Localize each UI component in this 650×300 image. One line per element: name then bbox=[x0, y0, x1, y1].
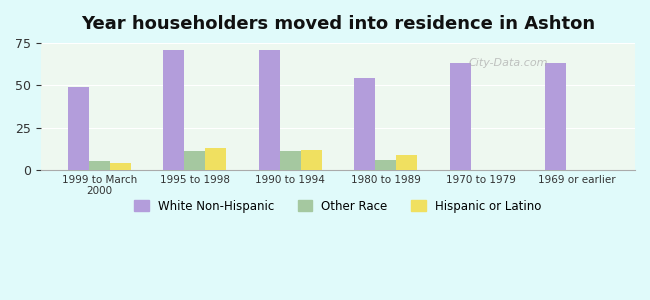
Bar bbox=[68, 87, 89, 170]
Bar bbox=[89, 161, 110, 170]
Bar bbox=[259, 50, 280, 170]
Bar bbox=[375, 160, 396, 170]
Bar bbox=[205, 148, 226, 170]
Bar bbox=[301, 150, 322, 170]
Text: City-Data.com: City-Data.com bbox=[469, 58, 548, 68]
Bar bbox=[110, 163, 131, 170]
Bar bbox=[396, 154, 417, 170]
Title: Year householders moved into residence in Ashton: Year householders moved into residence i… bbox=[81, 15, 595, 33]
Bar bbox=[354, 78, 375, 170]
Bar bbox=[545, 63, 566, 170]
Legend: White Non-Hispanic, Other Race, Hispanic or Latino: White Non-Hispanic, Other Race, Hispanic… bbox=[129, 195, 546, 217]
Bar bbox=[280, 151, 301, 170]
Bar bbox=[184, 151, 205, 170]
Bar bbox=[450, 63, 471, 170]
Bar bbox=[163, 50, 184, 170]
